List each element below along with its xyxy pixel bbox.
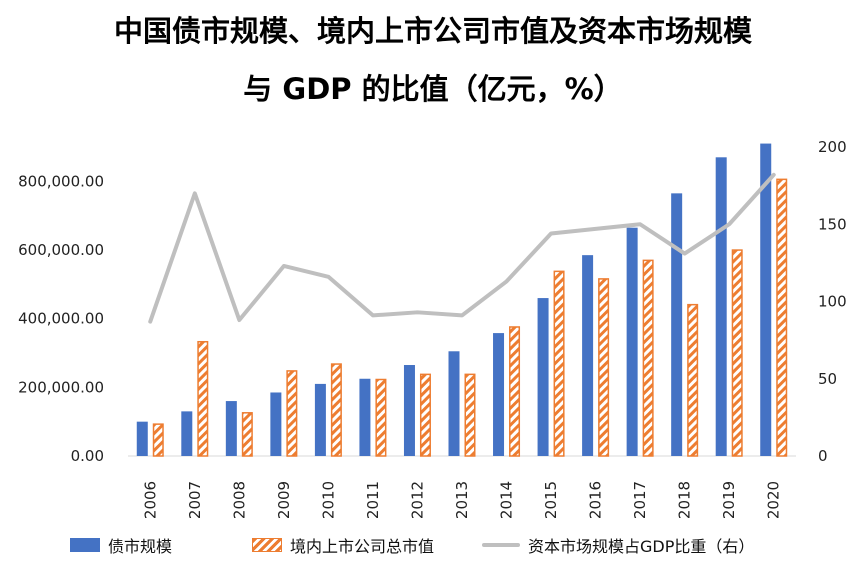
legend-swatch-ratio bbox=[482, 543, 520, 547]
bar-bond bbox=[403, 365, 415, 456]
bar-bond bbox=[270, 392, 282, 456]
chart-title-line1: 中国债市规模、境内上市公司市值及资本市场规模 bbox=[113, 14, 752, 48]
y-left-tick-label: 200,000.00 bbox=[18, 378, 104, 396]
bar-bond bbox=[582, 255, 594, 456]
y-right-tick-label: 150 bbox=[818, 215, 847, 233]
bar-market-cap bbox=[286, 370, 298, 457]
x-tick-label: 2012 bbox=[408, 481, 426, 519]
x-tick-label: 2007 bbox=[186, 481, 204, 519]
bar-market-cap bbox=[509, 326, 521, 457]
x-tick-label: 2017 bbox=[631, 481, 649, 519]
bar-market-cap bbox=[687, 303, 699, 457]
bar-market-cap bbox=[419, 373, 431, 457]
y-right-tick-label: 50 bbox=[818, 370, 837, 388]
x-tick-label: 2019 bbox=[720, 481, 738, 519]
chart-title-line2: 与 GDP 的比值（亿元，%） bbox=[243, 72, 623, 106]
y-left-tick-label: 400,000.00 bbox=[18, 310, 104, 328]
bar-bond bbox=[225, 401, 237, 456]
bar-bond bbox=[136, 421, 148, 456]
bar-market-cap bbox=[375, 378, 387, 457]
bar-market-cap bbox=[731, 249, 743, 457]
bar-market-cap bbox=[197, 340, 209, 457]
bar-market-cap bbox=[241, 412, 253, 457]
bar-bond bbox=[359, 378, 371, 456]
bar-market-cap bbox=[330, 363, 342, 457]
bar-market-cap bbox=[464, 373, 476, 457]
bar-market-cap bbox=[642, 259, 654, 457]
x-tick-label: 2014 bbox=[498, 481, 516, 519]
legend-label-bond: 债市规模 bbox=[108, 537, 173, 556]
x-tick-label: 2015 bbox=[542, 481, 560, 519]
x-tick-label: 2006 bbox=[141, 481, 159, 519]
legend-swatch-market-cap bbox=[252, 538, 282, 552]
legend-item-ratio: 资本市场规模占GDP比重（右） bbox=[482, 533, 754, 557]
y-right-tick-label: 100 bbox=[818, 293, 847, 311]
y-left-tick-label: 0.00 bbox=[71, 447, 104, 465]
bar-bond bbox=[626, 227, 638, 456]
x-tick-label: 2009 bbox=[275, 481, 293, 519]
bar-market-cap bbox=[776, 178, 788, 457]
bar-market-cap bbox=[598, 278, 610, 457]
bar-market-cap bbox=[152, 423, 164, 457]
legend-item-market-cap: 境内上市公司总市值 bbox=[252, 533, 434, 557]
bar-bond bbox=[181, 411, 193, 456]
x-tick-label: 2016 bbox=[587, 481, 605, 519]
chart-legend: 债市规模 境内上市公司总市值 资本市场规模占GDP比重（右） bbox=[0, 533, 866, 563]
legend-label-market-cap: 境内上市公司总市值 bbox=[290, 537, 435, 556]
bar-market-cap bbox=[553, 270, 565, 457]
bar-bond bbox=[537, 298, 549, 456]
bar-bond bbox=[760, 143, 772, 457]
legend-swatch-bond bbox=[70, 538, 100, 552]
bar-bond bbox=[671, 193, 683, 456]
y-right-tick-label: 200 bbox=[818, 138, 847, 156]
x-tick-label: 2008 bbox=[230, 481, 248, 519]
bar-bond bbox=[715, 157, 727, 457]
bar-bond bbox=[493, 333, 505, 456]
bar-bond bbox=[314, 383, 326, 456]
x-tick-label: 2018 bbox=[676, 481, 694, 519]
bar-bond bbox=[448, 351, 460, 456]
legend-label-ratio: 资本市场规模占GDP比重（右） bbox=[528, 537, 755, 556]
y-left-tick-label: 600,000.00 bbox=[18, 241, 104, 259]
y-right-tick-label: 0 bbox=[818, 447, 828, 465]
x-tick-label: 2020 bbox=[765, 481, 783, 519]
legend-item-bond: 债市规模 bbox=[70, 533, 172, 557]
y-left-tick-label: 800,000.00 bbox=[18, 172, 104, 190]
x-tick-label: 2011 bbox=[364, 481, 382, 519]
x-tick-label: 2013 bbox=[453, 481, 471, 519]
x-tick-label: 2010 bbox=[319, 481, 337, 519]
